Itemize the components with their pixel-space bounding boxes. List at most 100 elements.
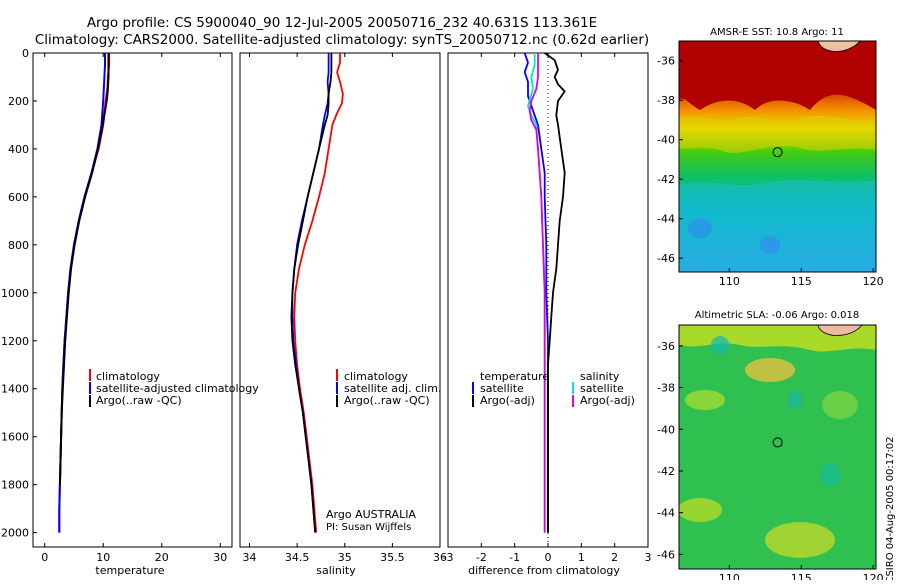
difference-legend: temperature satellite Argo(-adj) salinit… <box>472 370 635 407</box>
y-tick-label: 200 <box>8 95 29 108</box>
salinity-lines <box>290 53 344 533</box>
salinity-x-axis: 34 34.5 35 35.5 36 <box>243 53 447 564</box>
map-x-tick-label: 120 <box>863 572 884 580</box>
x-tick-label: 2 <box>611 551 618 564</box>
argo-location-marker <box>772 437 783 448</box>
sst-warm-region <box>679 41 876 110</box>
sla-high-anomaly <box>765 522 835 558</box>
salinity-panel: 34 34.5 35 35.5 36 salinity climatology sate… <box>239 52 447 577</box>
series-line-satellite <box>291 53 330 533</box>
map-y-tick-label: -46 <box>657 252 675 265</box>
x-tick-label: 34.5 <box>285 551 310 564</box>
legend-argo: Argo(..raw -QC) <box>96 394 182 407</box>
legend-salinity-header: salinity <box>580 370 620 383</box>
series-line-argo <box>290 53 333 533</box>
series-line-climatology <box>293 53 344 533</box>
x-tick-label: 36 <box>433 551 447 564</box>
y-tick-label: 800 <box>8 239 29 252</box>
legend-climatology: climatology <box>96 370 160 383</box>
temperature-lines <box>58 53 111 533</box>
depth-axis: 0 200 400 600 800 1000 1200 1400 1600 1800 2000 <box>1 47 37 540</box>
x-tick-label: 3 <box>645 551 652 564</box>
legend-satellite-adj: satellite adj. clim. <box>344 382 441 395</box>
x-tick-label: 20 <box>155 551 169 564</box>
map-x-tick-label: 115 <box>791 572 812 580</box>
y-tick-label: 2000 <box>1 527 29 540</box>
series-line-salinity-argo <box>528 53 546 533</box>
difference-lines <box>523 52 566 533</box>
salinity-legend: climatology satellite adj. clim. Argo(..… <box>336 369 441 407</box>
sst-cool-region <box>679 180 876 272</box>
map-y-tick-label: -42 <box>657 173 675 186</box>
temperature-x-axis: 0 10 20 30 <box>41 53 227 564</box>
legend-sal-argo: Argo(-adj) <box>580 394 635 407</box>
sst-frontal-band <box>679 115 876 153</box>
sla-high-anomaly <box>745 358 795 382</box>
y-tick-label: 1400 <box>1 383 29 396</box>
title-line-2: Climatology: CARS2000. Satellite-adjuste… <box>35 32 649 48</box>
legend-temp-satellite: satellite <box>480 382 524 395</box>
sst-map-panel: AMSR-E SST: 10.8 Argo: 11 110 115 120 -36 -3… <box>657 27 884 288</box>
series-line-salinity-satellite <box>527 53 546 533</box>
x-tick-label: -3 <box>443 551 454 564</box>
map-y-tick-label: -40 <box>657 423 675 436</box>
sla-high-anomaly <box>685 390 725 410</box>
map-y-tick-label: -36 <box>657 340 675 353</box>
y-tick-label: 1200 <box>1 335 29 348</box>
map-y-tick-label: -42 <box>657 465 675 478</box>
title-line-1: Argo profile: CS 5900040_90 12-Jul-2005 … <box>87 15 597 31</box>
temperature-legend: climatology satellite-adjusted climatolo… <box>89 369 259 407</box>
x-tick-label: 35 <box>338 551 352 564</box>
map-y-tick-label: -44 <box>657 213 675 226</box>
difference-x-axis: -3 -2 -1 0 1 2 3 <box>443 53 652 564</box>
x-tick-label: 10 <box>96 551 110 564</box>
x-tick-label: 1 <box>578 551 585 564</box>
y-tick-label: 400 <box>8 143 29 156</box>
series-line-temperature-argo <box>544 52 566 533</box>
series-line-argo <box>58 53 110 485</box>
temperature-frame <box>32 52 233 548</box>
x-tick-label: 35.5 <box>380 551 405 564</box>
sst-map-axes: 110 115 120 -36 -38 -40 -42 -44 -46 <box>657 55 884 288</box>
map-y-tick-label: -38 <box>657 382 675 395</box>
legend-argo: Argo(..raw -QC) <box>344 394 430 407</box>
sst-cool-eddy <box>760 236 780 254</box>
map-x-tick-label: 110 <box>719 275 740 288</box>
x-tick-label: -1 <box>509 551 520 564</box>
sla-map-title: Altimetric SLA: -0.06 Argo: 0.018 <box>695 310 860 321</box>
series-line-satellite <box>58 53 106 533</box>
map-y-tick-label: -46 <box>657 548 675 561</box>
legend-climatology: climatology <box>344 370 408 383</box>
institution-annotation: Argo AUSTRALIA <box>326 508 416 521</box>
pi-annotation: PI: Susan Wijffels <box>326 522 411 533</box>
x-tick-label: 34 <box>243 551 257 564</box>
map-x-tick-label: 110 <box>719 572 740 580</box>
y-tick-label: 1600 <box>1 431 29 444</box>
credit-text: CSIRO 04-Aug-2005 00:17:02 <box>885 436 896 580</box>
x-tick-label: 30 <box>213 551 227 564</box>
sla-low-anomaly <box>711 336 729 354</box>
sst-cool-eddy <box>688 218 712 238</box>
salinity-frame <box>239 52 441 548</box>
map-y-tick-label: -38 <box>657 94 675 107</box>
x-tick-label: 0 <box>41 551 48 564</box>
sla-map-panel: Altimetric SLA: -0.06 Argo: 0.018 110 115… <box>657 310 884 584</box>
y-tick-label: 0 <box>22 47 29 60</box>
sst-map-frame <box>678 40 877 273</box>
temperature-panel: 0 200 400 600 800 1000 1200 1400 1600 1800 2000 0 1… <box>1 47 259 577</box>
sla-high-anomaly <box>822 391 858 419</box>
legend-temperature-header: temperature <box>480 370 549 383</box>
difference-panel: -3 -2 -1 0 1 2 3 difference from climatology t… <box>443 52 652 577</box>
temperature-xlabel: temperature <box>95 564 164 577</box>
map-y-tick-label: -40 <box>657 134 675 147</box>
map-y-tick-label: -36 <box>657 55 675 68</box>
legend-temp-argo: Argo(-adj) <box>480 394 535 407</box>
difference-xlabel: difference from climatology <box>468 564 620 577</box>
legend-sal-satellite: satellite <box>580 382 624 395</box>
sst-map-title: AMSR-E SST: 10.8 Argo: 11 <box>710 27 844 38</box>
sla-high-anomaly <box>679 498 722 522</box>
x-tick-label: 0 <box>545 551 552 564</box>
x-tick-label: -2 <box>476 551 487 564</box>
